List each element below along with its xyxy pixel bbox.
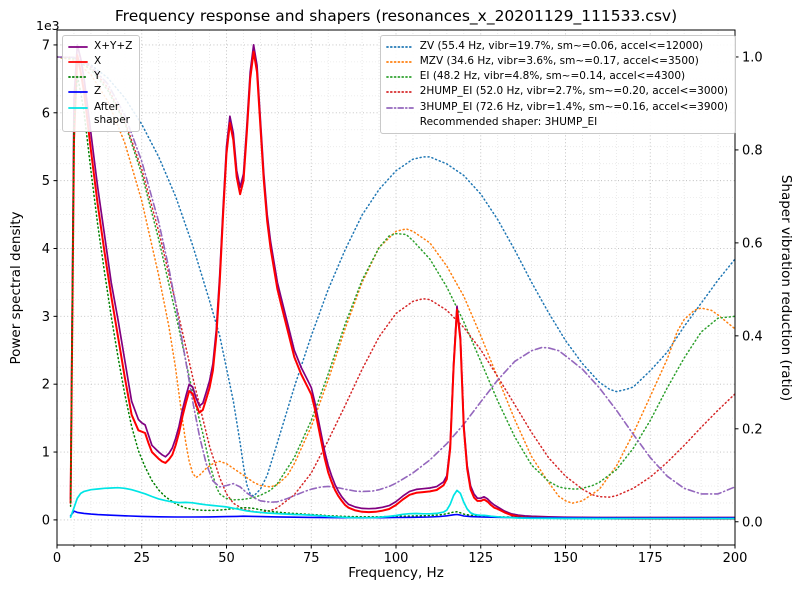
chart-title: Frequency response and shapers (resonanc…	[114, 7, 678, 25]
legend-line-sample	[385, 76, 414, 79]
y-left-tick-label: 4	[42, 242, 50, 257]
x-tick-label: 200	[723, 551, 748, 566]
legend-item: EI (48.2 Hz, vibr=4.8%, sm~=0.14, accel<…	[385, 70, 728, 83]
x-tick-label: 100	[384, 551, 409, 566]
legend-label: X+Y+Z	[94, 40, 133, 52]
series-x	[69, 50, 735, 520]
y-left-tick-label: 5	[42, 174, 50, 189]
y-left-tick-label: 0	[42, 513, 50, 528]
legend-line-sample	[385, 46, 414, 48]
y-left-tick-label: 7	[42, 38, 50, 53]
legend-line-sample	[385, 61, 414, 64]
y-right-tick-label: 0.0	[742, 515, 763, 530]
series-x-y-z	[69, 44, 735, 519]
legend-footer: Recommended shaper: 3HUMP_EI	[386, 116, 728, 129]
legend-label: 3HUMP_EI (72.6 Hz, vibr=1.4%, sm~=0.16, …	[419, 100, 728, 113]
x-axis-label: Frequency, Hz	[348, 565, 444, 581]
legend-line-sample	[68, 106, 88, 109]
legend-label: ZV (55.4 Hz, vibr=19.7%, sm~=0.06, accel…	[419, 40, 704, 52]
legend-line-sample	[385, 106, 414, 109]
legend-line-sample	[68, 76, 88, 79]
y-right-tick-label: 0.8	[742, 143, 763, 158]
legend-item: After shaper	[68, 101, 132, 127]
x-tick-label: 75	[303, 551, 320, 566]
x-tick-label: 25	[133, 551, 150, 566]
legend-label: 2HUMP_EI (52.0 Hz, vibr=2.7%, sm~=0.20, …	[419, 85, 728, 98]
legend-label: After shaper	[94, 100, 131, 126]
y-left-tick-label: 3	[42, 310, 50, 325]
legend-item: X+Y+Z	[68, 40, 132, 53]
x-tick-label: 0	[53, 551, 61, 566]
legend-item: ZV (55.4 Hz, vibr=19.7%, sm~=0.06, accel…	[385, 40, 728, 53]
legend-line-sample	[385, 91, 414, 94]
y-left-tick-label: 6	[42, 106, 50, 121]
legend-item: Z	[68, 85, 132, 98]
psd-legend: X+Y+Z X Y Z After shaper	[62, 35, 141, 132]
legend-label: EI (48.2 Hz, vibr=4.8%, sm~=0.14, accel<…	[419, 70, 686, 83]
recommended-shaper-note: Recommended shaper: 3HUMP_EI	[419, 115, 598, 128]
series-ei	[57, 56, 735, 501]
y-left-offset-label: 1e3	[36, 18, 60, 33]
y-right-tick-label: 0.4	[742, 329, 763, 344]
legend-label: X	[94, 55, 102, 68]
y-right-axis-label: Shaper vibration reduction (ratio)	[778, 174, 794, 402]
legend-item: MZV (34.6 Hz, vibr=3.6%, sm~=0.17, accel…	[385, 55, 728, 68]
legend-label: MZV (34.6 Hz, vibr=3.6%, sm~=0.17, accel…	[419, 55, 699, 68]
legend-line-sample	[68, 46, 88, 48]
series-mzv	[57, 56, 735, 504]
series-2hump-ei	[57, 56, 735, 514]
legend-item: 3HUMP_EI (72.6 Hz, vibr=1.4%, sm~=0.16, …	[385, 100, 728, 114]
y-right-tick-label: 0.2	[742, 422, 763, 437]
series-3hump-ei	[57, 56, 735, 504]
y-left-tick-label: 2	[42, 378, 50, 393]
legend-item: X	[68, 55, 132, 68]
y-left-tick-label: 1	[42, 446, 50, 461]
series-after-shaper	[69, 486, 735, 520]
x-tick-label: 150	[553, 551, 578, 566]
x-tick-label: 175	[638, 551, 663, 566]
y-right-tick-label: 1.0	[742, 50, 763, 65]
x-tick-label: 50	[218, 551, 235, 566]
legend-line-sample	[68, 61, 88, 64]
legend-line-sample	[68, 91, 88, 94]
shaper-legend: ZV (55.4 Hz, vibr=19.7%, sm~=0.06, accel…	[379, 35, 736, 134]
legend-label: Y	[94, 70, 101, 83]
y-right-tick-label: 0.6	[742, 236, 763, 251]
x-tick-label: 125	[468, 551, 493, 566]
legend-item: Y	[68, 70, 132, 83]
y-left-axis-label: Power spectral density	[8, 211, 24, 365]
series-zv	[57, 56, 735, 497]
legend-label: Z	[94, 85, 102, 98]
legend-item: 2HUMP_EI (52.0 Hz, vibr=2.7%, sm~=0.20, …	[385, 85, 728, 98]
